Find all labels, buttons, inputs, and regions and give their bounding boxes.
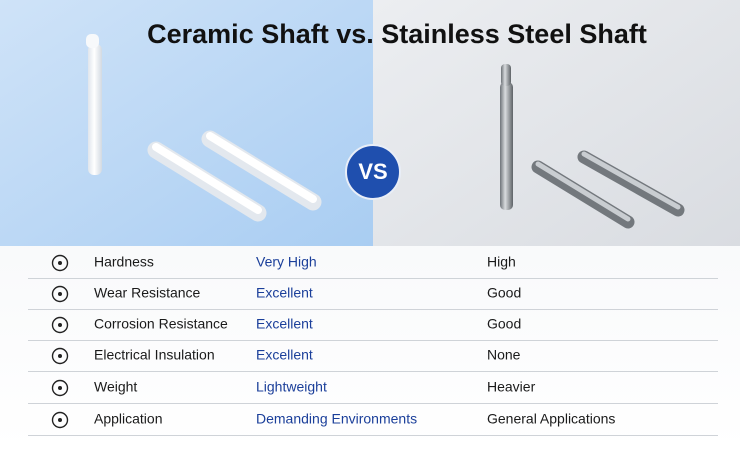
steel-value: General Applications [487, 411, 615, 427]
steel-value: High [487, 254, 516, 270]
vs-badge [345, 144, 401, 200]
ceramic-value: Very High [256, 254, 317, 270]
comparison-table: Hardness Very High High Wear Resistance Exce… [28, 254, 718, 436]
ceramic-shafts [86, 34, 322, 222]
row-icon [51, 347, 69, 365]
title: Ceramic Shaft vs. Stainless Steel Shaft [147, 19, 647, 49]
row-icon [51, 411, 69, 429]
property-label: Electrical Insulation [94, 347, 215, 363]
row-icon [51, 379, 69, 397]
steel-value: None [487, 347, 521, 363]
row-icon [51, 285, 69, 303]
row-icon-dot [58, 261, 62, 265]
row-icon-dot [58, 292, 62, 296]
row-icon-dot [58, 323, 62, 327]
steel-shafts [500, 64, 685, 229]
property-label: Weight [94, 379, 137, 395]
property-label: Application [94, 411, 163, 427]
steel-value: Good [487, 316, 521, 332]
row-icon-dot [58, 386, 62, 390]
row-icon [51, 316, 69, 334]
vs-text: VS [358, 159, 387, 184]
ceramic-value: Excellent [256, 285, 313, 301]
ceramic-value: Excellent [256, 347, 313, 363]
row-icon [51, 254, 69, 272]
row-icon-dot [58, 418, 62, 422]
steel-value: Good [487, 285, 521, 301]
steel-value: Heavier [487, 379, 536, 395]
row-icon-dot [58, 354, 62, 358]
ceramic-value: Excellent [256, 316, 313, 332]
ceramic-value: Lightweight [256, 379, 327, 395]
property-label: Hardness [94, 254, 154, 270]
property-label: Corrosion Resistance [94, 316, 228, 332]
ceramic-value: Demanding Environments [256, 411, 417, 427]
property-label: Wear Resistance [94, 285, 201, 301]
